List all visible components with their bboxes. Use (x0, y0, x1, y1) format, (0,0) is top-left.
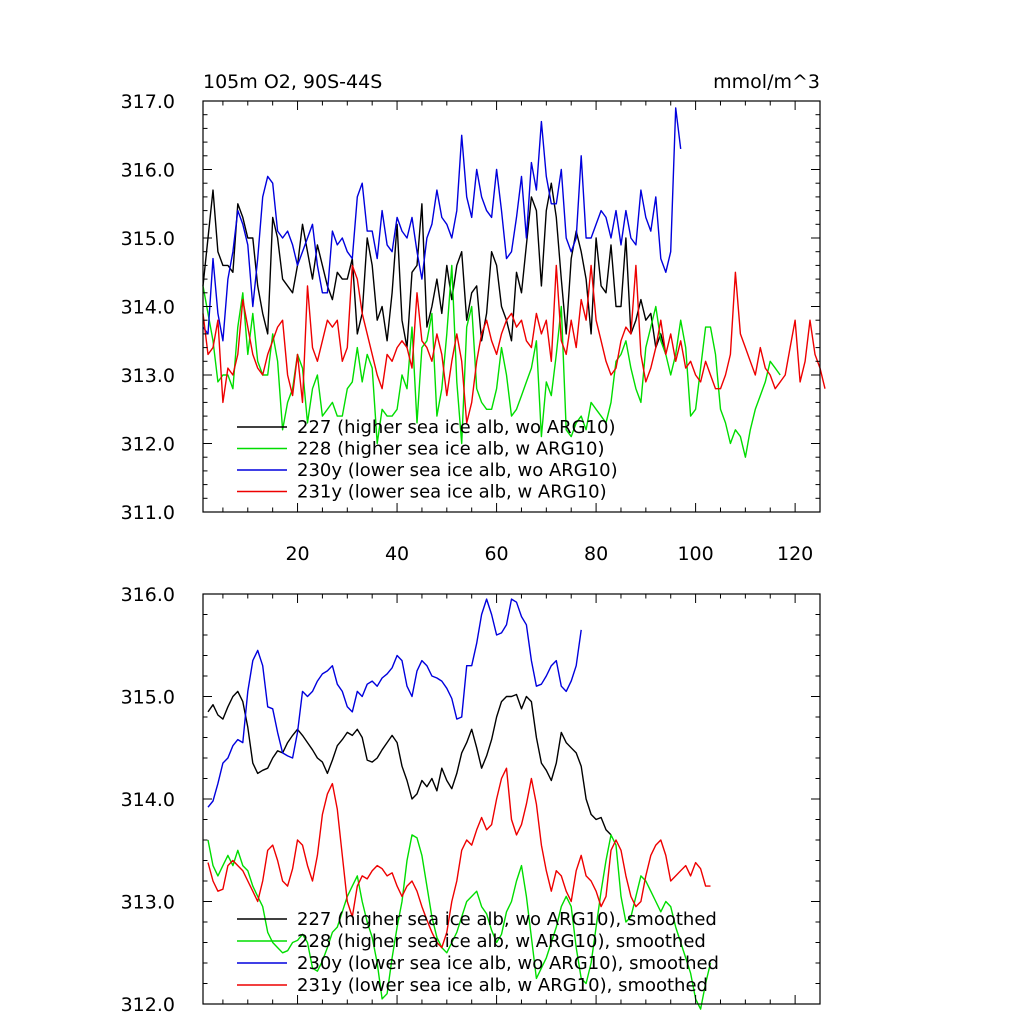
top-ytick-label: 313.0 (121, 365, 175, 387)
bottom-legend-label-1: 228 (higher sea ice alb, w ARG10), smoot… (297, 931, 706, 952)
bottom-series-lines (207, 598, 712, 1010)
top-legend-label-1: 228 (higher sea ice alb, w ARG10) (297, 439, 604, 460)
top-series-lines (202, 107, 826, 458)
bottom-legend-label-2: 230y (lower sea ice alb, wo ARG10), smoo… (297, 953, 719, 974)
top-legend-label-0: 227 (higher sea ice alb, wo ARG10) (297, 417, 616, 438)
bottom-ytick-label: 316.0 (121, 584, 175, 606)
top-ytick-label: 311.0 (121, 502, 175, 524)
top-series-line-3 (202, 264, 826, 424)
bottom-legend-label-3: 231y (lower sea ice alb, w ARG10), smoot… (297, 975, 708, 996)
bottom-ytick-label: 314.0 (121, 789, 175, 811)
bottom-series-line-1 (207, 834, 712, 1010)
top-series-line-0 (202, 182, 667, 355)
top-legend-label-2: 230y (lower sea ice alb, wo ARG10) (297, 460, 618, 481)
bottom-legend-label-0: 227 (higher sea ice alb, wo ARG10), smoo… (297, 909, 717, 930)
top-panel: 311.0 312.0 313.0 314.0 315.0 316.0 317.0 20 40 6… (121, 71, 826, 565)
top-xtick-label: 80 (584, 543, 608, 565)
top-ytick-label: 316.0 (121, 160, 175, 182)
bottom-ytick-label: 312.0 (121, 994, 175, 1016)
top-axis-ticks: 311.0 312.0 313.0 314.0 315.0 316.0 317.0 20 40 6… (121, 91, 821, 565)
top-xtick-label: 20 (285, 543, 309, 565)
top-ytick-label: 314.0 (121, 297, 175, 319)
top-xtick-label: 40 (385, 543, 409, 565)
bottom-axis-ticks: 312.0 313.0 314.0 315.0 316.0 (121, 584, 821, 1016)
top-title: 105m O2, 90S-44S (203, 71, 382, 93)
top-xtick-label: 120 (777, 543, 813, 565)
bottom-panel: 312.0 313.0 314.0 315.0 316.0 227 (higher se… (121, 584, 821, 1016)
top-units-label: mmol/m^3 (713, 71, 820, 93)
bottom-ytick-label: 313.0 (121, 892, 175, 914)
top-legend: 227 (higher sea ice alb, wo ARG10)228 (h… (237, 417, 618, 503)
top-series-line-1 (202, 264, 781, 458)
top-ytick-label: 312.0 (121, 434, 175, 456)
top-series-line-2 (202, 107, 682, 342)
bottom-series-line-3 (207, 767, 711, 949)
top-ytick-label: 315.0 (121, 228, 175, 250)
bottom-series-line-2 (207, 598, 582, 808)
bottom-ytick-label: 315.0 (121, 687, 175, 709)
top-xtick-label: 100 (677, 543, 713, 565)
top-ytick-label: 317.0 (121, 91, 175, 113)
top-xtick-label: 60 (484, 543, 508, 565)
top-legend-label-3: 231y (lower sea ice alb, w ARG10) (297, 482, 607, 503)
bottom-legend: 227 (higher sea ice alb, wo ARG10), smoo… (237, 909, 719, 996)
bottom-series-line-0 (207, 690, 612, 836)
